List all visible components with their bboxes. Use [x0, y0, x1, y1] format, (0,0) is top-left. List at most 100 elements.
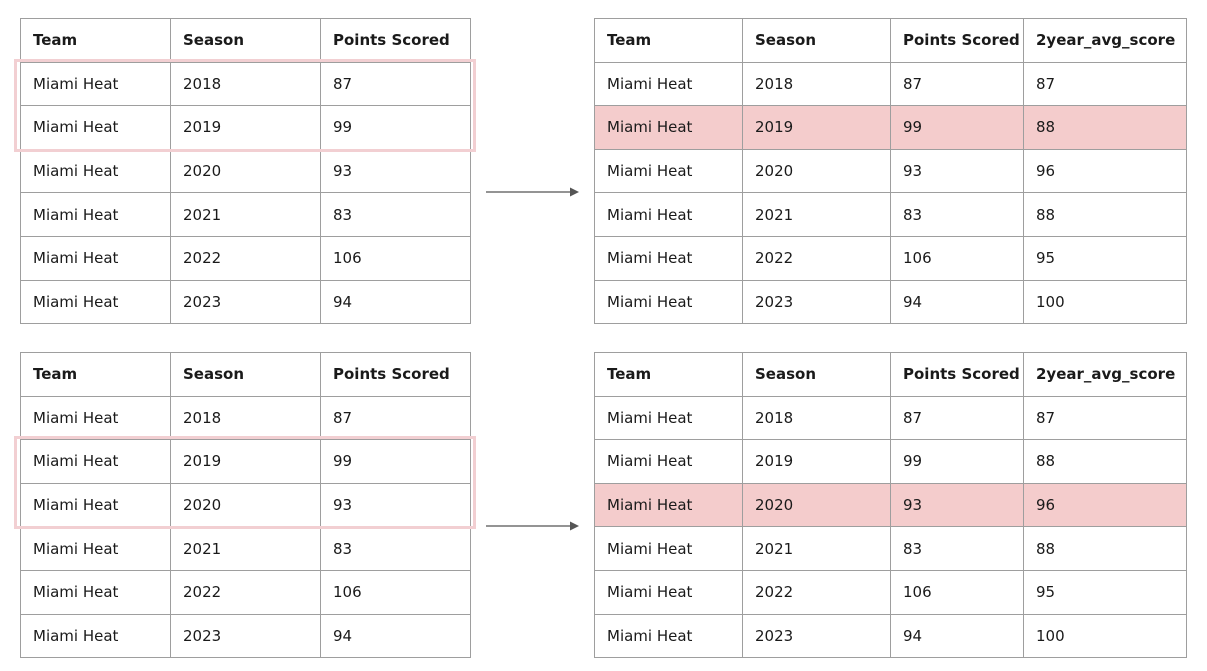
- table-cell: 2023: [170, 279, 321, 325]
- table-cell: 2019: [170, 105, 321, 150]
- table-row: Miami Heat 2018 87: [20, 61, 471, 107]
- table-cell: 87: [890, 395, 1024, 441]
- table-cell: 99: [890, 105, 1024, 150]
- table-row: Miami Heat 2022 106: [20, 235, 471, 281]
- table-row: Miami Heat 2023 94 100: [594, 613, 1187, 659]
- table-cell: Miami Heat: [594, 105, 743, 150]
- table-cell: Miami Heat: [594, 439, 743, 484]
- table-cell: Miami Heat: [594, 482, 743, 528]
- column-header: 2year_avg_score: [1023, 18, 1187, 63]
- table-row: Miami Heat 2021 83 88: [594, 192, 1187, 237]
- table-row: Miami Heat 2022 106 95: [594, 569, 1187, 615]
- table-cell: 2022: [742, 235, 891, 281]
- table-cell: 94: [320, 279, 471, 325]
- source-table: Team Season Points Scored Miami Heat 2018 87 M…: [20, 18, 471, 325]
- table-cell: Miami Heat: [20, 395, 171, 441]
- table-cell: 83: [320, 526, 471, 571]
- table-cell: Miami Heat: [20, 148, 171, 194]
- table-row: Miami Heat 2023 94: [20, 613, 471, 659]
- table-cell: 93: [890, 148, 1024, 194]
- table-cell: 2019: [170, 439, 321, 484]
- table-cell: Miami Heat: [594, 279, 743, 325]
- table-cell: 106: [890, 569, 1024, 615]
- column-header: 2year_avg_score: [1023, 352, 1187, 397]
- table-cell: 99: [320, 105, 471, 150]
- table-cell: 2019: [742, 105, 891, 150]
- table-cell: Miami Heat: [20, 613, 171, 659]
- table-cell: 95: [1023, 235, 1187, 281]
- highlighted-row: Miami Heat 2020 93 96: [594, 482, 1187, 528]
- header-row: Team Season Points Scored: [20, 18, 471, 63]
- table-cell: 88: [1023, 105, 1187, 150]
- table-cell: Miami Heat: [20, 482, 171, 528]
- table-cell: 2021: [742, 526, 891, 571]
- column-header: Team: [20, 352, 171, 397]
- table-cell: 2020: [742, 148, 891, 194]
- table-cell: 88: [1023, 192, 1187, 237]
- table-cell: 2021: [170, 526, 321, 571]
- table-cell: 88: [1023, 526, 1187, 571]
- table-cell: Miami Heat: [594, 148, 743, 194]
- table-cell: 106: [320, 235, 471, 281]
- table-row: Miami Heat 2020 93 96: [594, 148, 1187, 194]
- table-cell: 87: [320, 61, 471, 107]
- table-cell: 87: [890, 61, 1024, 107]
- column-header: Season: [742, 18, 891, 63]
- table-cell: 83: [890, 526, 1024, 571]
- table-cell: 2023: [742, 279, 891, 325]
- table-cell: 2018: [742, 395, 891, 441]
- table-row: Miami Heat 2019 99: [20, 105, 471, 150]
- table-row: Miami Heat 2022 106: [20, 569, 471, 615]
- table-row: Miami Heat 2018 87 87: [594, 395, 1187, 441]
- column-header: Points Scored: [890, 18, 1024, 63]
- highlighted-row: Miami Heat 2019 99 88: [594, 105, 1187, 150]
- table-cell: 100: [1023, 613, 1187, 659]
- table-cell: 106: [890, 235, 1024, 281]
- table-cell: Miami Heat: [20, 61, 171, 107]
- source-table: Team Season Points Scored Miami Heat 2018 87 M…: [20, 352, 471, 659]
- table-row: Miami Heat 2020 93: [20, 148, 471, 194]
- table-cell: 94: [320, 613, 471, 659]
- table-cell: 2020: [742, 482, 891, 528]
- table-cell: 87: [1023, 61, 1187, 107]
- table-row: Miami Heat 2023 94 100: [594, 279, 1187, 325]
- column-header: Team: [594, 18, 743, 63]
- table-cell: Miami Heat: [594, 395, 743, 441]
- table-cell: Miami Heat: [594, 192, 743, 237]
- table-cell: Miami Heat: [594, 235, 743, 281]
- table-cell: 2020: [170, 148, 321, 194]
- result-table: Team Season Points Scored 2year_avg_score Mi…: [594, 18, 1187, 325]
- table-row: Miami Heat 2018 87: [20, 395, 471, 441]
- table-cell: 94: [890, 613, 1024, 659]
- table-cell: 2018: [170, 395, 321, 441]
- rolling-window-frame: [14, 58, 476, 152]
- table-cell: Miami Heat: [594, 61, 743, 107]
- column-header: Season: [170, 18, 321, 63]
- table-cell: 2022: [742, 569, 891, 615]
- table-row: Miami Heat 2022 106 95: [594, 235, 1187, 281]
- table-cell: 2023: [170, 613, 321, 659]
- table-cell: Miami Heat: [20, 192, 171, 237]
- column-header: Points Scored: [320, 352, 471, 397]
- table-cell: 87: [320, 395, 471, 441]
- table-row: Miami Heat 2020 93: [20, 482, 471, 528]
- column-header: Team: [594, 352, 743, 397]
- column-header: Team: [20, 18, 171, 63]
- header-row: Team Season Points Scored 2year_avg_score: [594, 18, 1187, 63]
- table-cell: 2021: [742, 192, 891, 237]
- table-cell: 2019: [742, 439, 891, 484]
- column-header: Season: [170, 352, 321, 397]
- table-cell: 94: [890, 279, 1024, 325]
- transform-arrow-icon: [486, 521, 579, 531]
- table-cell: 2023: [742, 613, 891, 659]
- transform-arrow-icon: [486, 187, 579, 197]
- table-cell: 2018: [742, 61, 891, 107]
- table-cell: 96: [1023, 148, 1187, 194]
- table-cell: 2021: [170, 192, 321, 237]
- table-cell: 99: [320, 439, 471, 484]
- table-cell: 88: [1023, 439, 1187, 484]
- table-cell: 2022: [170, 569, 321, 615]
- table-cell: Miami Heat: [20, 279, 171, 325]
- table-row: Miami Heat 2019 99: [20, 439, 471, 484]
- table-cell: 83: [890, 192, 1024, 237]
